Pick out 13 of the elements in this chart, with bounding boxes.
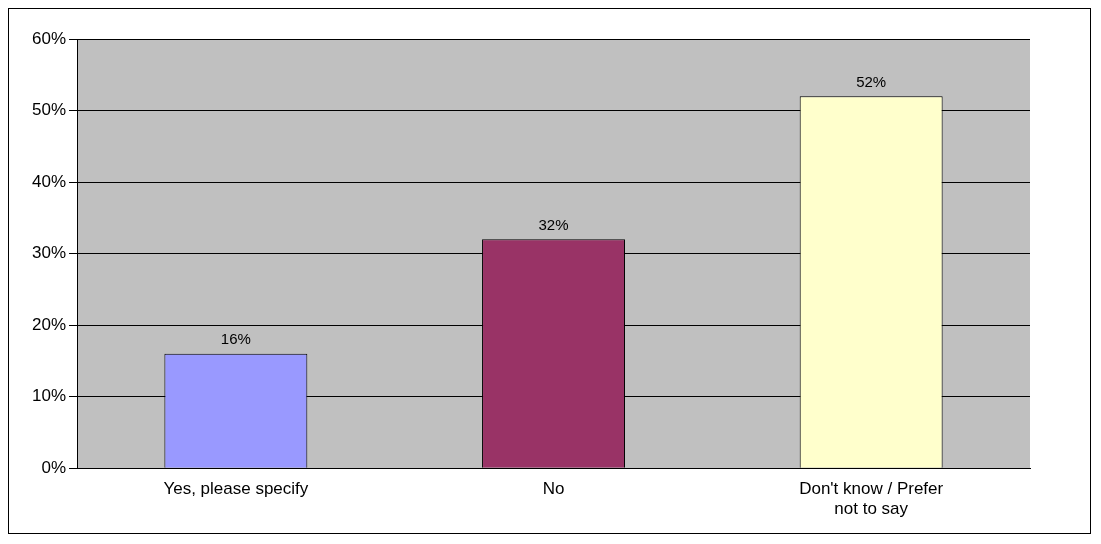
- y-tick-label: 20%: [31, 314, 67, 334]
- data-label: 52%: [856, 72, 887, 90]
- y-tick-label: 10%: [31, 386, 67, 406]
- y-tick-label: 30%: [31, 243, 67, 263]
- x-tick-label: No: [542, 479, 565, 499]
- y-tick-label: 50%: [31, 100, 67, 120]
- x-tick-label: Yes, please specify: [163, 479, 309, 499]
- y-tick-label: 60%: [31, 28, 67, 48]
- x-tick-label: Don't know / Prefer not to say: [799, 479, 944, 519]
- data-label: 32%: [538, 215, 569, 233]
- y-tick-label: 0%: [41, 457, 67, 477]
- y-tick-label: 40%: [31, 171, 67, 191]
- data-label: 16%: [220, 330, 251, 348]
